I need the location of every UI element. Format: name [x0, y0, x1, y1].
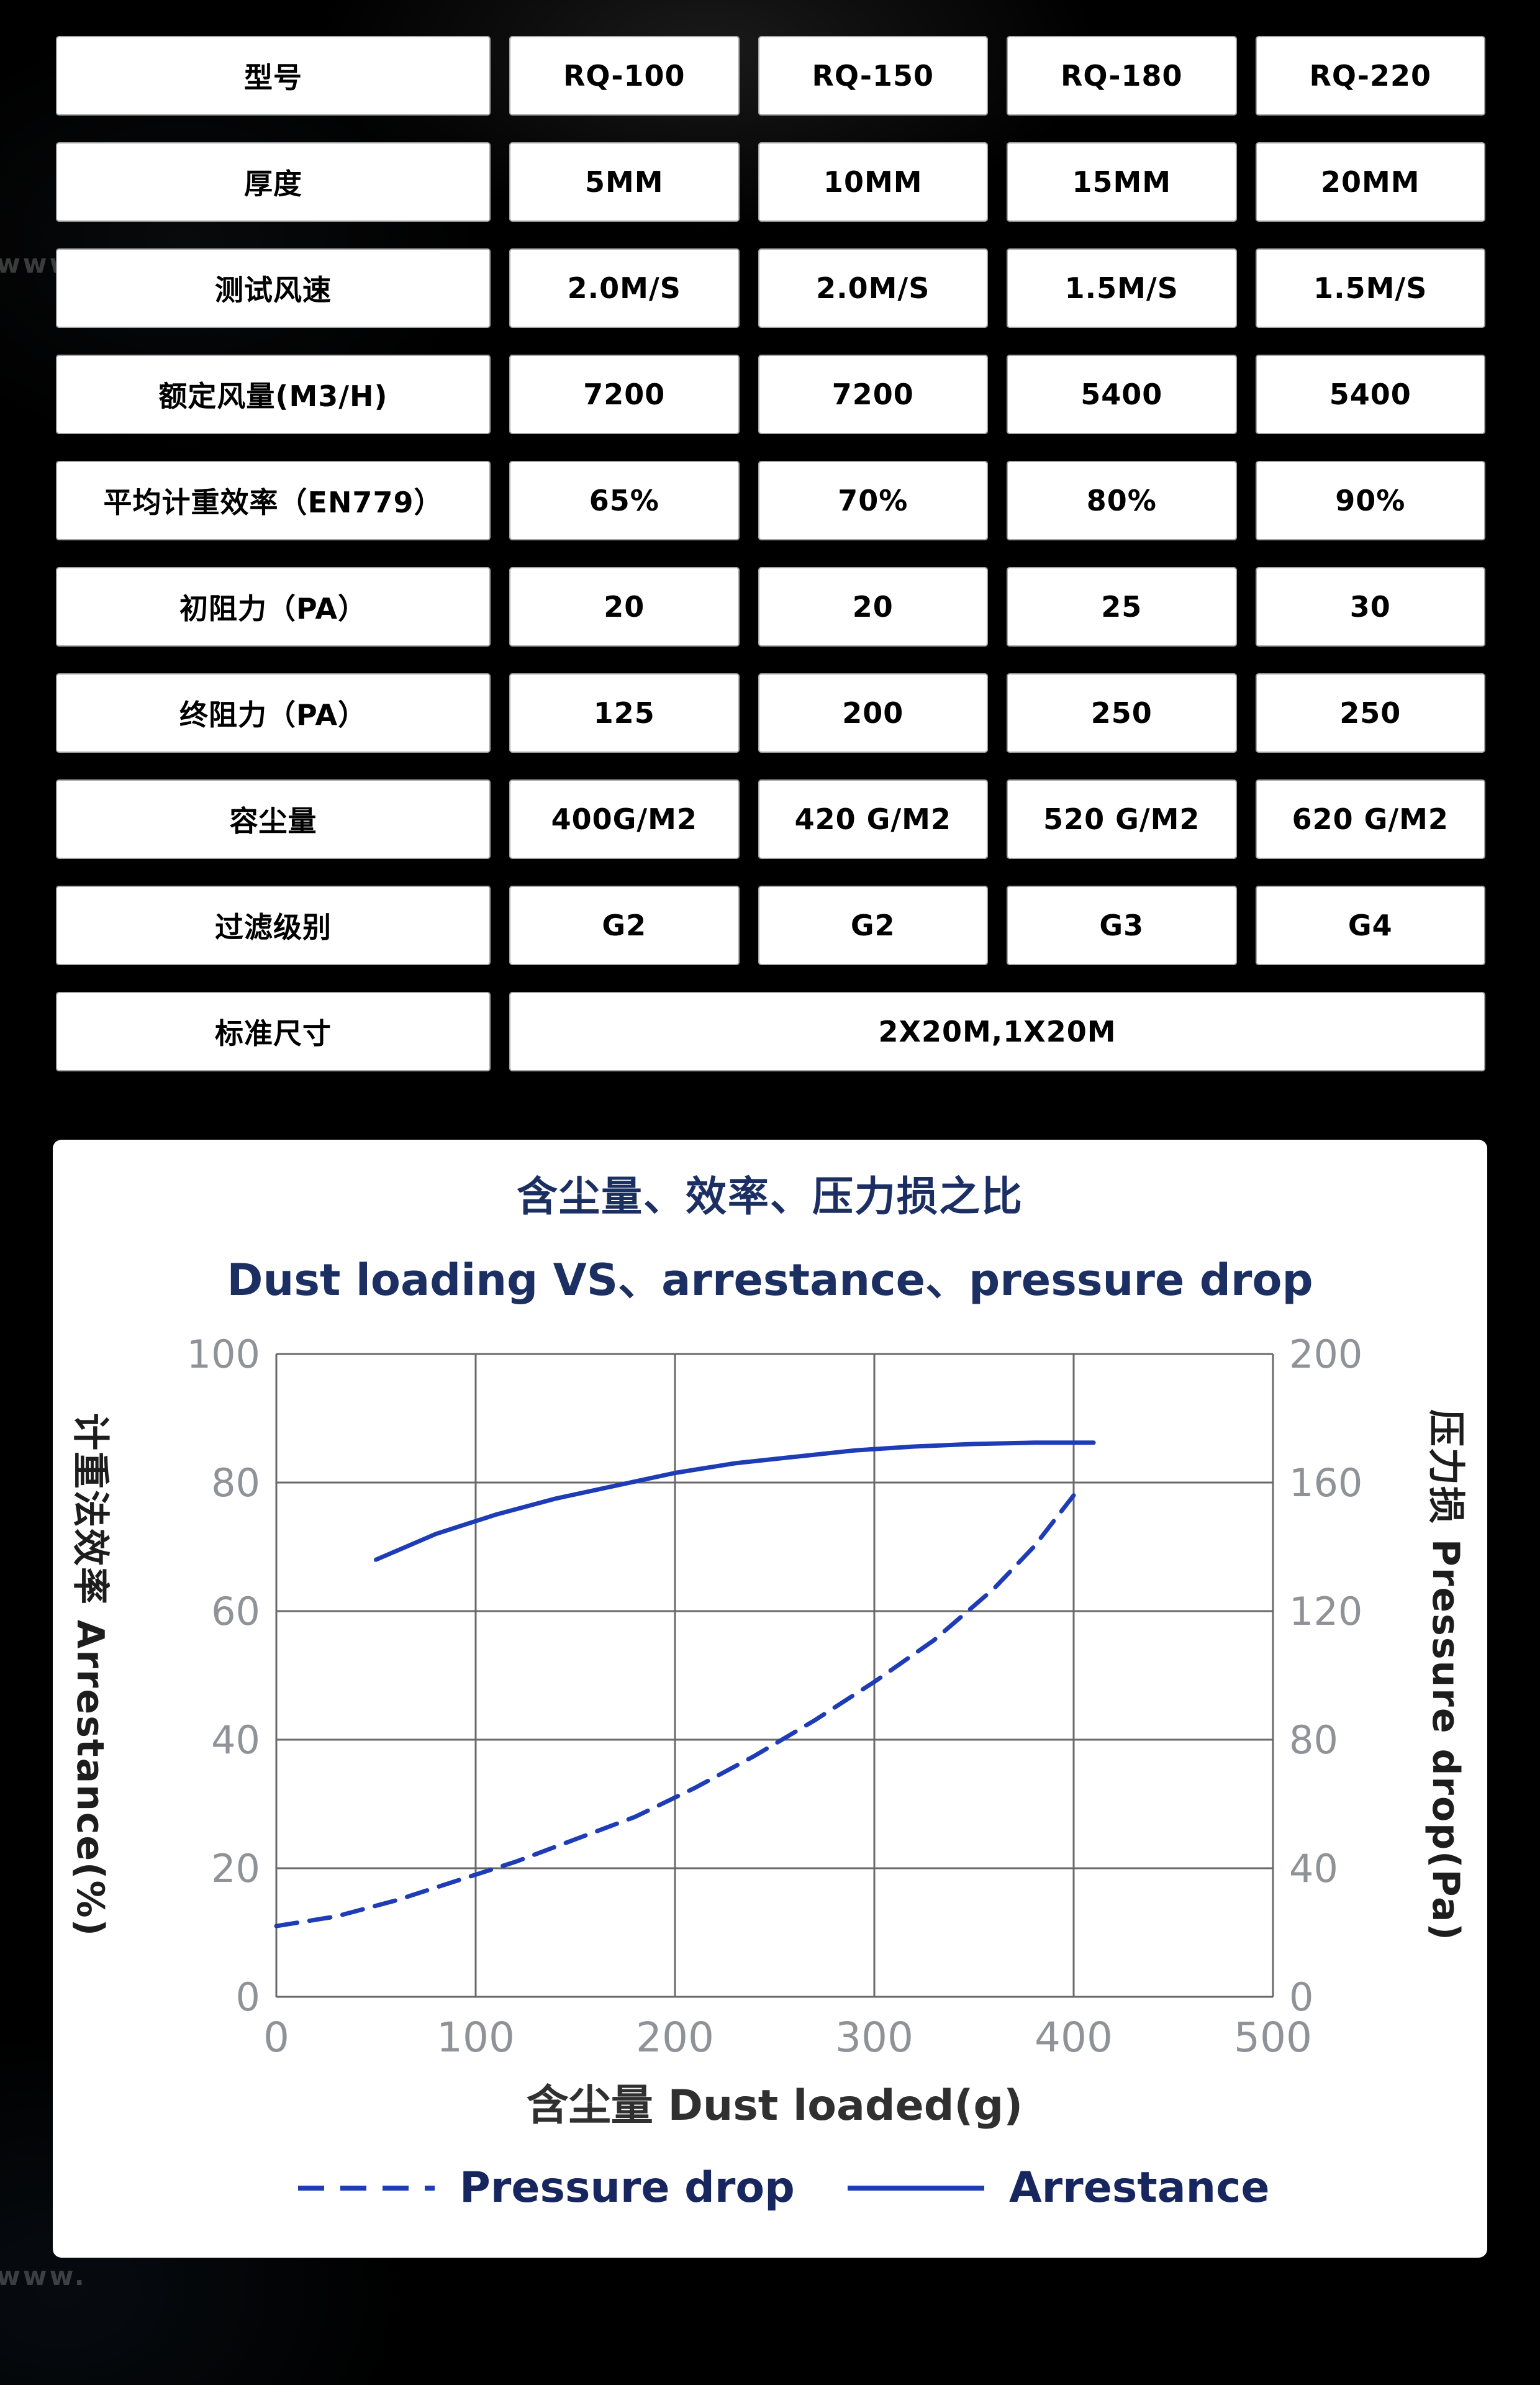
- chart-title-en: Dust loading VS、arrestance、pressure drop: [227, 1255, 1313, 1306]
- x-tick-label: 400: [1035, 2014, 1113, 2061]
- row-label: 标准尺寸: [56, 992, 491, 1071]
- spec-row-test-velocity: 测试风速 2.0M/S 2.0M/S 1.5M/S 1.5M/S: [56, 248, 1485, 328]
- arrestance-line: [374, 1440, 1096, 1562]
- y-tick-label-right: 80: [1289, 1717, 1338, 1763]
- spec-row-avg-efficiency: 平均计重效率（EN779） 65% 70% 80% 90%: [56, 461, 1485, 540]
- legend-label-pressure-drop: Pressure drop: [460, 2163, 795, 2212]
- cell-value: G2: [758, 886, 988, 965]
- row-label: 平均计重效率（EN779）: [56, 461, 491, 540]
- cell-value: 5MM: [509, 142, 740, 222]
- cell-value: 200: [758, 673, 988, 753]
- cell-value: RQ-180: [1007, 36, 1237, 116]
- cell-value: 70%: [758, 461, 988, 540]
- y-tick-label-right: 40: [1289, 1846, 1338, 1891]
- cell-value: 250: [1007, 673, 1237, 753]
- y-tick-label-right: 0: [1289, 1974, 1313, 2020]
- cell-value: 620 G/M2: [1255, 779, 1485, 859]
- row-label: 终阻力（PA）: [56, 673, 491, 753]
- cell-value: RQ-220: [1255, 36, 1485, 116]
- cell-value: 520 G/M2: [1007, 779, 1237, 859]
- cell-value: RQ-100: [509, 36, 740, 116]
- x-tick-label: 500: [1234, 2014, 1312, 2061]
- y-tick-label-left: 100: [187, 1332, 260, 1377]
- x-tick-label: 300: [835, 2014, 913, 2061]
- cell-value: 30: [1255, 567, 1485, 647]
- cell-value: G3: [1007, 886, 1237, 965]
- cell-value: G4: [1255, 886, 1485, 965]
- cell-value: 20MM: [1255, 142, 1485, 222]
- row-label: 厚度: [56, 142, 491, 222]
- spec-row-thickness: 厚度 5MM 10MM 15MM 20MM: [56, 142, 1485, 222]
- cell-value: 65%: [509, 461, 740, 540]
- row-label: 初阻力（PA）: [56, 567, 491, 647]
- spec-row-initial-resistance: 初阻力（PA） 20 20 25 30: [56, 567, 1485, 647]
- spec-row-model: 型号 RQ-100 RQ-150 RQ-180 RQ-220: [56, 36, 1485, 116]
- cell-value: 90%: [1255, 461, 1485, 540]
- y-axis-label-left: 计重法效率 Arrestance(%): [68, 1413, 112, 1938]
- cell-value: 420 G/M2: [758, 779, 988, 859]
- spec-row-standard-size: 标准尺寸 2X20M,1X20M: [56, 992, 1485, 1071]
- x-tick-label: 100: [437, 2014, 515, 2061]
- legend-label-arrestance: Arrestance: [1009, 2163, 1270, 2212]
- cell-value: 2.0M/S: [758, 248, 988, 328]
- spec-row-final-resistance: 终阻力（PA） 125 200 250 250: [56, 673, 1485, 753]
- line-chart: 0 100 200 300 400 500020406080100040801201602…: [187, 1332, 1363, 2212]
- chart-panel: 含尘量、效率、压力损之比 Dust loading VS、arrestance、…: [53, 1140, 1487, 2258]
- y-tick-label-right: 120: [1289, 1589, 1362, 1634]
- cell-value: 250: [1255, 673, 1485, 753]
- cell-value: RQ-150: [758, 36, 988, 116]
- cell-value: 1.5M/S: [1255, 248, 1485, 328]
- row-label: 额定风量(M3/H): [56, 355, 491, 434]
- y-tick-label-left: 60: [211, 1589, 260, 1634]
- x-axis-label: 含尘量 Dust loaded(g): [527, 2081, 1023, 2130]
- spec-row-dust-capacity: 容尘量 400G/M2 420 G/M2 520 G/M2 620 G/M2: [56, 779, 1485, 859]
- y-axis-label-right: 压力损 Pressure drop(Pa): [1424, 1409, 1467, 1942]
- cell-value: G2: [509, 886, 740, 965]
- spec-row-rated-airflow: 额定风量(M3/H) 7200 7200 5400 5400: [56, 355, 1485, 434]
- row-label: 过滤级别: [56, 886, 491, 965]
- cell-value: 400G/M2: [509, 779, 740, 859]
- cell-value: 10MM: [758, 142, 988, 222]
- y-tick-label-right: 160: [1289, 1460, 1362, 1506]
- chart-title-zh: 含尘量、效率、压力损之比: [517, 1173, 1023, 1220]
- y-tick-label-right: 200: [1289, 1332, 1362, 1377]
- spec-table: 型号 RQ-100 RQ-150 RQ-180 RQ-220 厚度 5MM 10…: [56, 36, 1485, 1071]
- cell-value: 125: [509, 673, 740, 753]
- row-label: 型号: [56, 36, 491, 116]
- x-tick-label: 200: [636, 2014, 714, 2061]
- y-tick-label-left: 0: [236, 1974, 260, 2020]
- cell-value: 5400: [1255, 355, 1485, 434]
- row-label: 测试风速: [56, 248, 491, 328]
- y-tick-label-left: 80: [211, 1460, 260, 1506]
- cell-value: 2X20M,1X20M: [509, 992, 1485, 1071]
- y-tick-label-left: 20: [211, 1846, 260, 1891]
- spec-row-filter-grade: 过滤级别 G2 G2 G3 G4: [56, 886, 1485, 965]
- cell-value: 7200: [758, 355, 988, 434]
- cell-value: 20: [758, 567, 988, 647]
- row-label: 容尘量: [56, 779, 491, 859]
- cell-value: 7200: [509, 355, 740, 434]
- x-tick-label: 0: [263, 2014, 289, 2061]
- cell-value: 1.5M/S: [1007, 248, 1237, 328]
- cell-value: 2.0M/S: [509, 248, 740, 328]
- pressure-drop-line: [274, 1493, 1076, 1928]
- y-tick-label-left: 40: [211, 1717, 260, 1763]
- watermark-text: www.: [0, 2261, 87, 2291]
- cell-value: 25: [1007, 567, 1237, 647]
- cell-value: 20: [509, 567, 740, 647]
- cell-value: 5400: [1007, 355, 1237, 434]
- cell-value: 15MM: [1007, 142, 1237, 222]
- cell-value: 80%: [1007, 461, 1237, 540]
